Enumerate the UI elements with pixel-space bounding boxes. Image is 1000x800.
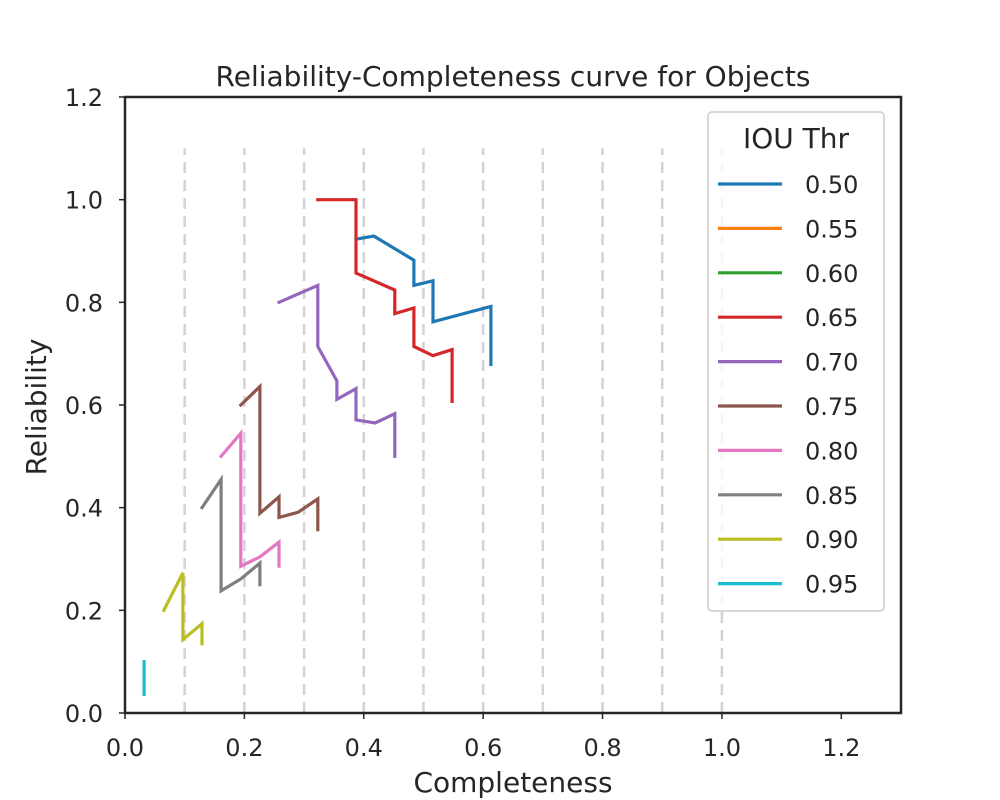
legend-entry: 0.70 <box>718 349 858 377</box>
x-tick-label: 0.6 <box>464 734 502 762</box>
x-tick-label: 0.0 <box>106 734 144 762</box>
legend-entry: 0.50 <box>718 171 858 199</box>
series-line-0-50 <box>354 234 493 366</box>
legend-label: 0.60 <box>805 260 858 288</box>
axis-ticks: 0.0 0.2 0.4 0.6 0.8 1.0 1.2 0.0 0.2 0.4 0.6 0.8 1.0 1… <box>65 84 861 762</box>
y-axis-label: Reliability <box>20 339 53 476</box>
legend-label: 0.85 <box>805 482 858 510</box>
legend-entry: 0.55 <box>718 215 858 243</box>
y-tick-label: 0.2 <box>65 597 103 625</box>
x-tick-label: 0.2 <box>225 734 263 762</box>
legend-entries: 0.50 0.55 0.60 0.65 0.70 0.75 0.80 0.85 0.90 0.95 <box>718 171 858 599</box>
legend-label: 0.80 <box>805 437 858 465</box>
chart-title: Reliability-Completeness curve for Objec… <box>216 60 811 93</box>
legend-label: 0.90 <box>805 526 858 554</box>
y-tick-label: 0.6 <box>65 392 103 420</box>
legend-label: 0.65 <box>805 304 858 332</box>
legend-title: IOU Thr <box>743 122 850 155</box>
y-tick-label: 1.0 <box>65 187 103 215</box>
legend-entry: 0.90 <box>718 526 858 554</box>
y-tick-label: 0.8 <box>65 289 103 317</box>
x-tick-label: 1.2 <box>822 734 860 762</box>
series-line-0-80 <box>218 428 281 569</box>
legend-entry: 0.85 <box>718 482 858 510</box>
vertical-dashed-lines <box>183 148 724 713</box>
x-tick-label: 1.0 <box>703 734 741 762</box>
legend-entry: 0.60 <box>718 260 858 288</box>
series-lines <box>142 198 493 697</box>
y-tick-label: 1.2 <box>65 84 103 112</box>
y-tick-label: 0.4 <box>65 495 103 523</box>
y-tick-label: 0.0 <box>65 700 103 728</box>
series-line-0-75 <box>238 382 320 532</box>
x-axis-label: Completeness <box>413 766 612 799</box>
legend-label: 0.75 <box>805 393 858 421</box>
series-line-0-65 <box>316 198 454 403</box>
legend-entry: 0.75 <box>718 393 858 421</box>
series-line-0-90 <box>161 572 204 646</box>
legend-label: 0.95 <box>805 571 858 599</box>
legend-label: 0.55 <box>805 215 858 243</box>
x-tick-label: 0.4 <box>345 734 383 762</box>
legend-entry: 0.65 <box>718 304 858 332</box>
series-line-0-70 <box>276 282 397 458</box>
legend-label: 0.70 <box>805 349 858 377</box>
legend-label: 0.50 <box>805 171 858 199</box>
legend-box <box>707 111 885 612</box>
x-tick-label: 0.8 <box>583 734 621 762</box>
legend-entry: 0.95 <box>718 571 858 599</box>
legend: IOU Thr 0.50 0.55 0.60 0.65 0.70 0.75 0.80 0.85… <box>707 111 885 612</box>
series-line-0-85 <box>199 474 262 594</box>
legend-entry: 0.80 <box>718 437 858 465</box>
